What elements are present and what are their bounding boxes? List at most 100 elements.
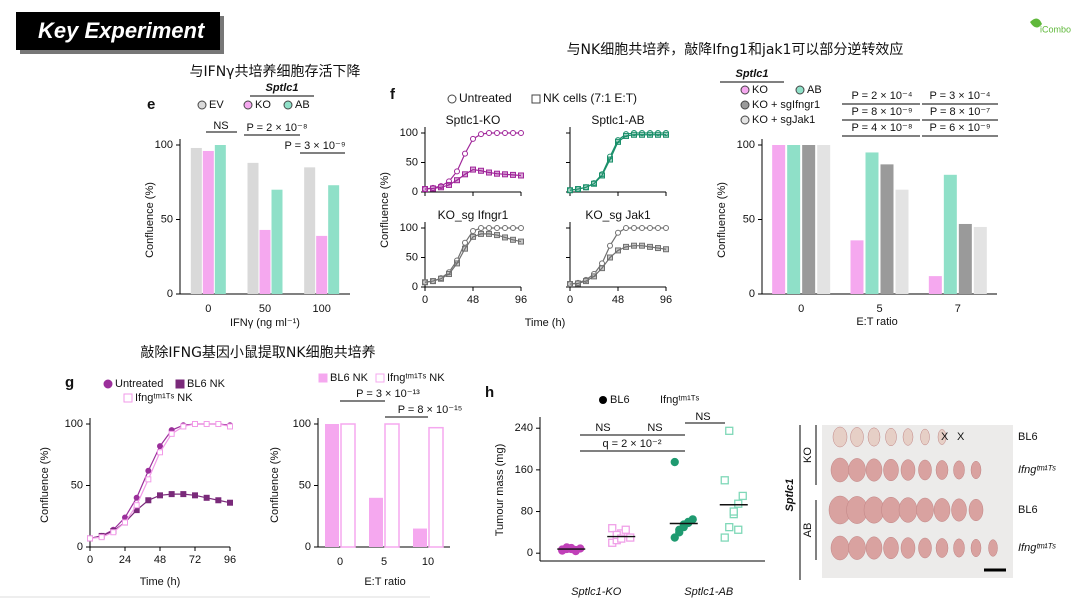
tumour — [968, 498, 984, 522]
y-axis-label: Confluence (%) — [716, 182, 728, 258]
tumour — [918, 459, 932, 481]
x-axis-label: Time (h) — [525, 317, 566, 329]
point — [157, 449, 163, 456]
bar — [772, 145, 786, 294]
legend-marker — [740, 85, 750, 95]
y-tick-label: 50 — [743, 213, 755, 225]
tumour — [867, 427, 881, 447]
tumour — [988, 539, 998, 557]
legend-label: AB — [807, 84, 822, 96]
point — [145, 476, 152, 483]
point — [734, 499, 743, 508]
point — [583, 278, 589, 285]
bar — [384, 423, 400, 548]
point — [446, 181, 452, 188]
point — [675, 528, 684, 537]
x-tick-label: 24 — [119, 554, 131, 566]
point — [494, 232, 500, 239]
y-tick-label: 100 — [737, 139, 755, 151]
point — [510, 171, 516, 178]
point — [145, 497, 152, 504]
legend-label: NK cells (7:1 E:T) — [543, 91, 637, 105]
bar — [958, 223, 972, 294]
y-axis-label: Confluence (%) — [39, 447, 51, 523]
bar — [428, 426, 444, 548]
tumour — [863, 496, 885, 524]
tumour — [848, 536, 866, 560]
x-tick-label: 96 — [660, 294, 672, 306]
point — [518, 172, 524, 179]
point — [110, 529, 117, 536]
tumour — [953, 538, 965, 558]
point — [133, 494, 140, 501]
panel-title: Sptlc1-KO — [446, 113, 501, 127]
x-tick-label: 48 — [612, 294, 624, 306]
point — [655, 245, 661, 252]
legend-marker — [243, 100, 253, 110]
point — [647, 243, 653, 250]
point — [725, 523, 734, 532]
tumour — [898, 497, 918, 523]
tumour — [902, 428, 914, 446]
point — [599, 172, 605, 179]
annotation: P = 6 × 10⁻⁹ — [929, 122, 990, 134]
point — [621, 525, 630, 534]
bar — [190, 147, 202, 294]
panel-letter: h — [485, 384, 494, 401]
bar — [928, 276, 942, 294]
y-axis-label: Confluence (%) — [144, 182, 156, 258]
y-axis-label: Tumour mass (mg) — [494, 444, 506, 537]
point — [639, 242, 645, 249]
row-label: BL6 — [1018, 504, 1038, 516]
tumour — [900, 459, 916, 481]
line — [569, 134, 666, 191]
bar — [369, 497, 383, 547]
y-tick-label: 100 — [155, 139, 173, 151]
bar — [202, 150, 214, 294]
x-axis-label: E:T ratio — [856, 316, 897, 328]
legend-marker — [599, 396, 607, 404]
legend-marker — [197, 100, 207, 110]
tumour — [951, 498, 967, 522]
bar — [850, 240, 864, 294]
legend-label: KO — [255, 99, 271, 111]
annotation: P = 3 × 10⁻¹³ — [356, 388, 420, 400]
x-tick-label: 5 — [381, 556, 387, 568]
legend-marker — [649, 396, 657, 404]
bar — [973, 226, 987, 294]
point — [422, 279, 428, 286]
point — [607, 156, 613, 163]
point — [510, 236, 516, 243]
point — [98, 534, 105, 541]
y-tick-label: 0 — [749, 288, 755, 300]
point — [663, 225, 669, 231]
legend-marker — [103, 379, 113, 389]
y-tick-label: 50 — [406, 251, 418, 263]
point — [430, 185, 436, 192]
group-label: AB — [802, 523, 814, 538]
point — [639, 131, 645, 138]
point — [510, 225, 516, 231]
point — [478, 230, 484, 237]
line — [424, 168, 522, 190]
point — [583, 184, 589, 191]
y-tick-label: 100 — [293, 418, 311, 430]
group-label: KO — [802, 447, 814, 463]
point — [203, 421, 210, 427]
point — [502, 130, 508, 136]
logo: iCombo — [1040, 24, 1071, 34]
legend-label: KO + sgJak1 — [752, 114, 815, 126]
bar — [259, 229, 271, 294]
row-label: Ifngᵗᵐ¹ᵀˢ — [1018, 542, 1056, 554]
annotation: NS — [647, 422, 662, 434]
tumour — [881, 496, 901, 524]
tumour — [937, 429, 947, 445]
tumour — [920, 428, 930, 446]
legend-marker — [531, 94, 541, 104]
x-tick-label: 0 — [798, 303, 804, 315]
x-tick-label: 0 — [422, 294, 428, 306]
point — [502, 234, 508, 241]
y-tick-label: 50 — [161, 213, 173, 225]
point — [607, 254, 613, 261]
annotation: P = 2 × 10⁻⁸ — [246, 122, 307, 134]
